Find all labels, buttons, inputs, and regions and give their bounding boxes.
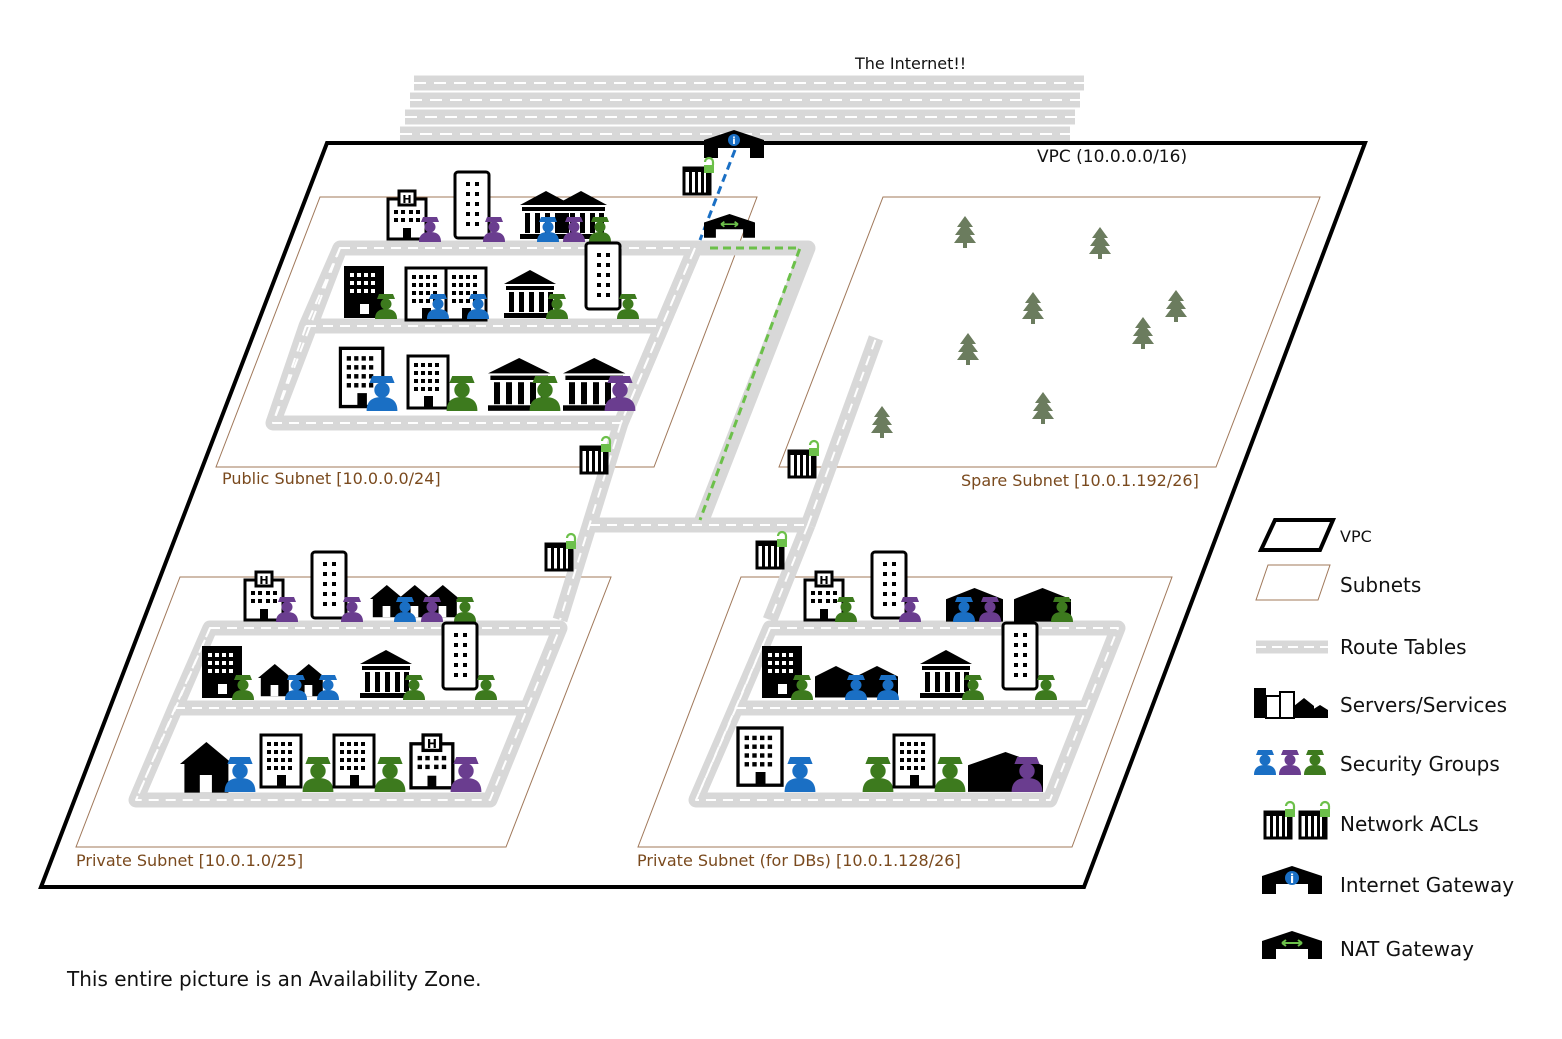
- private-subnet-label: Private Subnet [10.0.1.0/25]: [76, 851, 303, 870]
- internet-label: The Internet!!: [854, 54, 966, 73]
- route-tables: [128, 149, 1126, 808]
- availability-zone-caption: This entire picture is an Availability Z…: [66, 967, 482, 991]
- nat-gateway-legend-icon: [1262, 931, 1322, 959]
- public-subnet-label: Public Subnet [10.0.0.0/24]: [222, 469, 441, 488]
- private-subnet-boundary: [75, 576, 612, 848]
- legend-igw-label: Internet Gateway: [1340, 873, 1514, 897]
- nat-gateway-icon: [704, 214, 755, 238]
- svg-text:i: i: [732, 136, 735, 147]
- vpc-label: VPC (10.0.0.0/16): [1037, 147, 1187, 167]
- private-db-subnet-label: Private Subnet (for DBs) [10.0.1.128/26]: [637, 851, 961, 870]
- svg-text:i: i: [1290, 872, 1294, 886]
- public-subnet-boundary: [215, 196, 758, 468]
- security-group-icon: [1254, 750, 1326, 775]
- legend-subnet-swatch: [1255, 564, 1331, 601]
- internet-gateway-legend-icon: i: [1262, 866, 1322, 894]
- legend-route-tables-label: Route Tables: [1340, 635, 1467, 659]
- spare-subnet-label: Spare Subnet [10.0.1.192/26]: [961, 471, 1199, 490]
- nat-path: [698, 246, 802, 521]
- legend-subnets-label: Subnets: [1340, 573, 1421, 597]
- legend: VPC Subnets Route Tables Servers/Service…: [1254, 518, 1514, 961]
- legend-vpc-label: VPC: [1340, 527, 1372, 546]
- internet-roads: [400, 75, 1084, 142]
- legend-vpc-swatch: [1257, 518, 1337, 552]
- nacl-legend-icon: [1263, 800, 1332, 840]
- legend-nacl-label: Network ACLs: [1340, 812, 1479, 836]
- server-icon: [1254, 688, 1328, 719]
- legend-security-groups-label: Security Groups: [1340, 752, 1500, 776]
- legend-servers-label: Servers/Services: [1340, 693, 1507, 717]
- internet-gateway-icon: i: [704, 130, 764, 158]
- private-db-subnet-boundary: [637, 576, 1173, 848]
- spare-subnet-boundary: [778, 196, 1321, 468]
- legend-nat-label: NAT Gateway: [1340, 937, 1474, 961]
